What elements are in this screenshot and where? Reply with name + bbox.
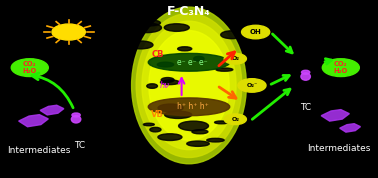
Ellipse shape (158, 104, 183, 112)
Ellipse shape (132, 7, 246, 164)
Ellipse shape (148, 98, 230, 116)
Text: TC: TC (300, 103, 311, 112)
Circle shape (242, 25, 270, 39)
Ellipse shape (178, 121, 209, 131)
Circle shape (224, 114, 246, 125)
Ellipse shape (135, 20, 160, 26)
Ellipse shape (157, 62, 174, 67)
Text: CO₂
H₂O: CO₂ H₂O (334, 61, 348, 74)
Ellipse shape (164, 24, 189, 31)
Ellipse shape (136, 13, 242, 158)
Ellipse shape (161, 78, 174, 82)
Ellipse shape (216, 68, 233, 71)
Circle shape (224, 53, 246, 64)
Text: Intermediates: Intermediates (307, 144, 371, 153)
Ellipse shape (142, 21, 236, 150)
Ellipse shape (194, 56, 204, 61)
Text: e⁻ e⁻ e⁻: e⁻ e⁻ e⁻ (177, 58, 208, 67)
Ellipse shape (207, 138, 224, 142)
Ellipse shape (158, 134, 182, 140)
Ellipse shape (192, 130, 208, 134)
Ellipse shape (149, 31, 229, 140)
Ellipse shape (150, 127, 161, 132)
Text: h⁺ h⁺ h⁺: h⁺ h⁺ h⁺ (177, 102, 209, 111)
Ellipse shape (215, 121, 228, 124)
Ellipse shape (221, 31, 243, 39)
Circle shape (302, 70, 310, 74)
Ellipse shape (178, 47, 192, 51)
Text: Intermediates: Intermediates (7, 146, 71, 155)
Text: CO₂
H₂O: CO₂ H₂O (23, 61, 37, 74)
Ellipse shape (148, 53, 230, 71)
Polygon shape (340, 124, 361, 132)
Ellipse shape (187, 141, 209, 146)
Ellipse shape (161, 80, 179, 85)
Ellipse shape (301, 73, 310, 80)
Polygon shape (19, 115, 48, 127)
Ellipse shape (129, 41, 153, 49)
Text: OH: OH (250, 29, 262, 35)
Circle shape (52, 24, 85, 40)
Ellipse shape (132, 23, 161, 33)
Text: O₂: O₂ (231, 56, 239, 61)
Circle shape (238, 79, 266, 92)
Text: VB: VB (151, 110, 164, 119)
Text: F-C₃N₄: F-C₃N₄ (167, 5, 211, 18)
Circle shape (322, 59, 359, 77)
Text: CB: CB (151, 50, 164, 59)
Circle shape (11, 59, 48, 77)
Ellipse shape (71, 116, 81, 123)
Ellipse shape (147, 84, 158, 88)
Polygon shape (40, 105, 64, 115)
Polygon shape (321, 110, 349, 121)
Text: TC: TC (74, 140, 85, 150)
Circle shape (72, 113, 80, 117)
Text: hν: hν (160, 81, 170, 90)
Ellipse shape (143, 123, 154, 126)
Text: O₂⁻: O₂⁻ (246, 83, 257, 88)
Ellipse shape (165, 111, 192, 118)
Text: O₂: O₂ (231, 117, 239, 122)
